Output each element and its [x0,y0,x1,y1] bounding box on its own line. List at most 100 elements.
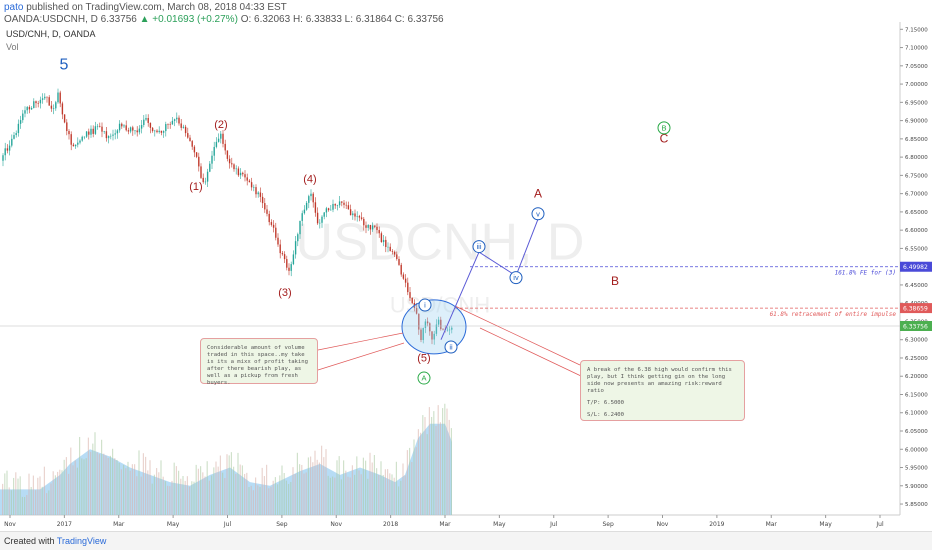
candle-body [99,125,101,127]
candle-body [158,130,160,133]
candle-body [272,224,275,228]
volume-bar [213,467,215,515]
candle-body [358,216,361,218]
volume-bar [263,476,265,515]
volume-bar [109,455,111,515]
volume-bar [158,472,160,515]
y-tick-label: 5.90000 [905,484,928,490]
candle-body [125,125,127,131]
candle-body [297,234,299,242]
candle-body [189,137,191,142]
volume-bar [226,454,228,515]
candle-body [88,131,90,135]
candle-body [407,282,409,293]
candle-body [147,118,149,123]
candle-body [424,321,427,328]
candle-body [418,313,420,330]
candle-body [70,134,72,145]
volume-bar [81,458,83,515]
candle-body [171,120,174,125]
candle-body [83,136,86,138]
wave-circle-label-0: i [424,301,426,310]
candle-body [118,123,121,131]
candle-body [17,123,20,134]
volume-bar [195,464,197,515]
candle-body [233,164,235,170]
candle-body [198,156,200,167]
x-tick-label: Sep [276,521,288,528]
candle-body [312,193,314,203]
candle-body [409,292,411,298]
y-tick-label: 6.85000 [905,137,928,143]
candle-body [206,171,209,182]
volume-bar [442,408,444,515]
candle-body [440,319,442,330]
y-tick-label: 7.05000 [905,64,928,70]
y-tick-label: 6.60000 [905,228,928,234]
candle-body [376,226,378,231]
volume-bar [145,456,147,515]
y-tick-label: 6.20000 [905,374,928,380]
candle-body [30,108,33,110]
candle-body [149,122,152,128]
volume-bar [30,486,32,515]
y-tick-label: 6.15000 [905,392,928,398]
volume-bar [365,460,367,515]
candle-body [72,144,75,147]
price-chart[interactable]: USDCNH, DUSD/CNH7.150007.100007.050007.0… [0,0,932,531]
candle-body [266,209,268,214]
volume-bar [259,486,261,515]
volume-bar [261,467,263,515]
candle-body [292,254,295,265]
candle-body [253,187,255,188]
volume-bar [74,460,76,515]
y-tick-label: 6.80000 [905,155,928,161]
volume-bar [175,466,177,515]
tradingview-logo[interactable]: TradingView [56,536,107,546]
volume-bar [211,475,213,515]
candle-body [248,180,251,183]
candle-body [105,131,108,139]
volume-bar [123,464,125,515]
volume-bar [72,465,74,515]
candle-body [281,253,284,255]
candle-body [77,142,79,145]
candle-body [134,130,136,132]
volume-bar [206,461,208,515]
volume-bar [151,483,153,515]
candle-body [96,125,99,127]
candle-body [154,130,156,132]
wave-circle-label-4: v [536,209,540,218]
candle-body [50,105,53,109]
wave-circle-4 [531,207,545,221]
price-tag-1 [900,303,932,314]
volume-bar [233,466,235,515]
author-name[interactable]: pato [4,2,24,13]
candle-body [6,148,9,151]
footer-bar: Created with TradingView [0,531,932,550]
candle-body [48,97,50,106]
volume-bar [101,439,103,515]
candle-body [15,133,17,136]
volume-bar [15,472,17,515]
candle-body [354,213,356,217]
volume-bar [327,475,329,515]
candle-body [8,145,11,151]
price-tag-2 [900,320,932,331]
candle-body [39,99,42,104]
volume-bar [257,485,259,515]
ohlc-values: O: 6.32063 H: 6.33833 L: 6.31864 C: 6.33… [240,14,444,25]
volume-bar [384,469,386,515]
volume-bar [369,452,371,515]
candle-body [193,146,196,153]
volume-bar [406,450,408,515]
candle-body [420,329,422,340]
candle-body [268,213,270,223]
volume-bar [272,480,274,515]
volume-bar [292,467,294,515]
volume-bar [178,470,180,515]
candle-body [323,212,325,217]
volume-bar [448,419,450,515]
candle-body [325,208,328,213]
candle-body [195,152,198,157]
